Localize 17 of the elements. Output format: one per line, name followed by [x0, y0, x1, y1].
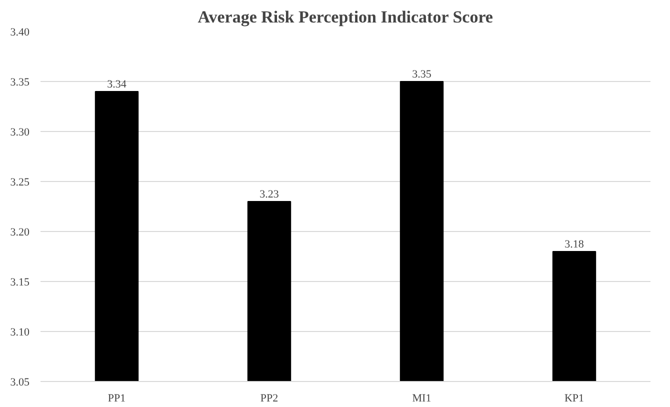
x-tick-label: PP2: [260, 392, 278, 404]
data-label: 3.18: [564, 238, 584, 250]
y-tick-label: 3.10: [10, 326, 30, 338]
y-tick-label: 3.15: [10, 276, 30, 288]
y-tick-label: 3.20: [10, 226, 30, 238]
x-tick-label: MI1: [412, 392, 432, 404]
y-tick-label: 3.35: [10, 76, 30, 88]
chart-title: Average Risk Perception Indicator Score: [198, 8, 494, 26]
x-tick-label: KP1: [564, 392, 584, 404]
data-label: 3.35: [412, 68, 432, 80]
y-tick-label: 3.25: [10, 176, 30, 188]
y-tick-label: 3.30: [10, 126, 30, 138]
y-tick-label: 3.05: [10, 376, 30, 388]
data-label: 3.34: [107, 78, 127, 90]
data-label: 3.23: [260, 188, 280, 200]
x-tick-label: PP1: [108, 392, 126, 404]
y-tick-label: 3.40: [10, 26, 30, 38]
